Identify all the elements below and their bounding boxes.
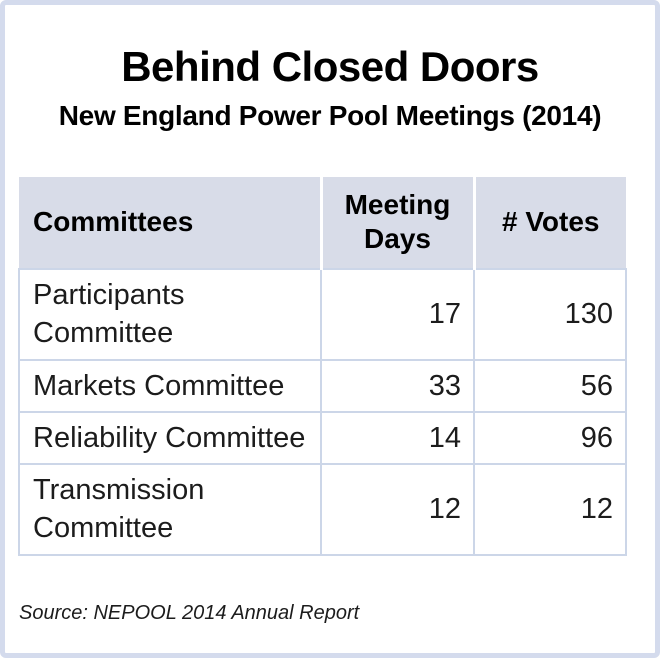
votes-value: 12 [473, 463, 627, 556]
committee-name: Reliability Committee [18, 410, 322, 466]
source-note: Source: NEPOOL 2014 Annual Report [19, 601, 360, 624]
column-header-meeting-days: Meeting Days [321, 176, 476, 269]
meeting-days-value: 14 [320, 410, 475, 466]
committee-name: Transmission Committee [18, 463, 322, 556]
page-title: Behind Closed Doors [121, 43, 539, 90]
meeting-days-value: 12 [320, 463, 475, 556]
column-header-committees: Committees [19, 176, 323, 269]
table-row-reliability: Reliability Committee 14 96 [18, 410, 627, 466]
table-row-transmission: Transmission Committee 12 12 [18, 463, 627, 556]
column-header-votes: # Votes [474, 176, 626, 269]
table-row-markets: Markets Committee 33 56 [18, 358, 627, 413]
votes-value: 56 [473, 358, 627, 413]
page-subtitle: New England Power Pool Meetings (2014) [58, 100, 602, 132]
committee-name: Participants Committee [18, 267, 322, 361]
meeting-days-value: 33 [320, 358, 475, 413]
committee-name: Markets Committee [18, 358, 322, 413]
votes-value: 130 [473, 267, 627, 361]
committee-meetings-table: Committees Meeting Days # Votes Particip… [18, 176, 627, 556]
meeting-days-value: 17 [320, 267, 475, 361]
table-header-row: Committees Meeting Days # Votes [19, 176, 626, 269]
table-row-participants: Participants Committee 17 130 [18, 267, 627, 361]
votes-value: 96 [473, 410, 627, 466]
